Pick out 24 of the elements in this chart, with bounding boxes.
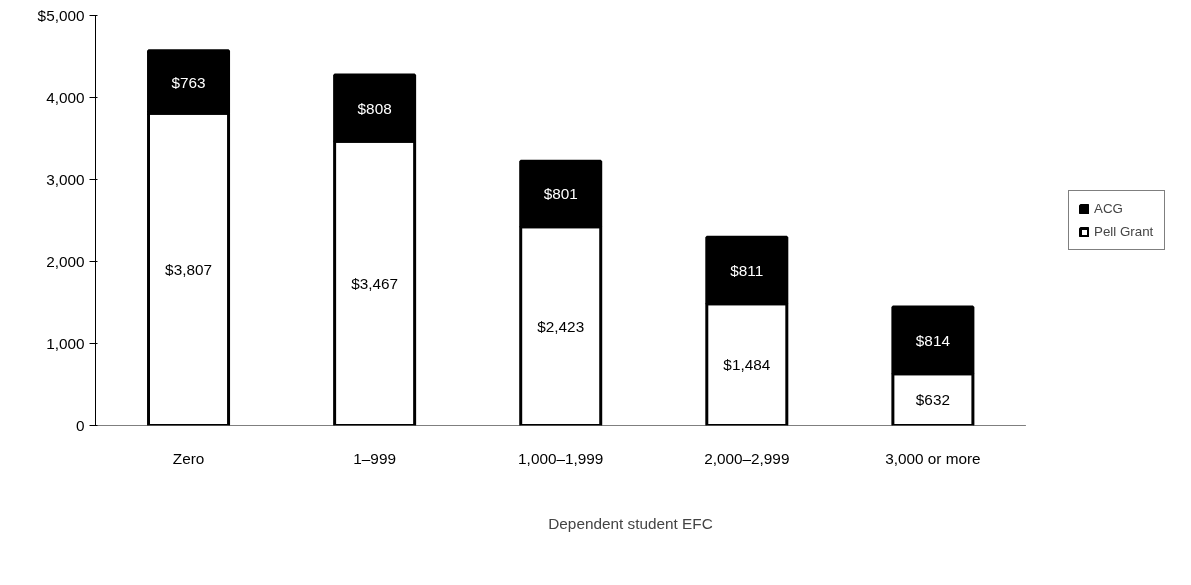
y-tick-label: 1,000 <box>46 335 85 352</box>
legend-label: Pell Grant <box>1094 224 1154 239</box>
x-tick-label: 3,000 or more <box>885 449 981 467</box>
data-label: $808 <box>357 99 392 117</box>
y-tick-label: 0 <box>75 417 85 434</box>
x-tick-label: 2,000–2,999 <box>704 449 790 467</box>
data-label: $3,467 <box>351 274 399 292</box>
data-label: $1,484 <box>723 356 771 374</box>
y-tick-label: 4,000 <box>46 89 85 106</box>
x-tick-label: 1,000–1,999 <box>518 449 604 467</box>
y-tick-label: 3,000 <box>46 171 85 188</box>
data-label: $814 <box>915 331 951 349</box>
data-label: $811 <box>730 262 764 280</box>
data-label: $3,807 <box>165 260 212 278</box>
data-label: $763 <box>171 73 206 91</box>
data-label: $2,423 <box>537 317 585 335</box>
x-axis-title: Dependent student EFC <box>548 514 713 532</box>
data-label: $801 <box>543 185 578 203</box>
data-label: $632 <box>915 391 950 409</box>
y-tick-label: 2,000 <box>46 253 85 270</box>
x-tick-label: 1–999 <box>353 449 396 467</box>
legend-label: ACG <box>1094 201 1124 216</box>
y-tick-label: $5,000 <box>37 7 85 24</box>
x-tick-label: Zero <box>172 449 205 467</box>
